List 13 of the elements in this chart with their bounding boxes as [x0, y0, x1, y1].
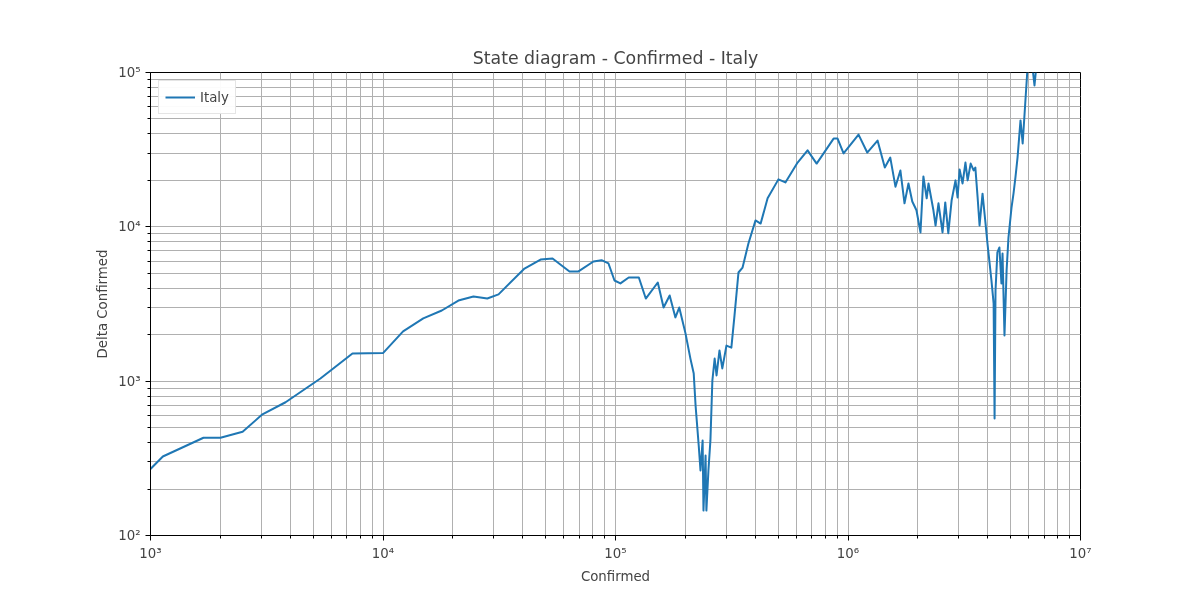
- x-tick-label: 10⁵: [604, 545, 627, 561]
- y-tick-label: 10³: [118, 373, 141, 389]
- y-tick-label: 10⁴: [118, 219, 141, 235]
- y-tick-label: 10²: [118, 528, 141, 543]
- x-axis-title: Confirmed: [580, 568, 651, 584]
- x-tick-label: 10⁶: [836, 545, 860, 561]
- chart-title: State diagram - Confirmed - Italy: [472, 47, 759, 68]
- x-tick-label: 10³: [139, 545, 162, 561]
- x-tick-label: 10⁴: [371, 545, 395, 561]
- x-tick-label: 10⁷: [1069, 545, 1092, 561]
- y-axis-title: Delta Confirmed: [95, 249, 111, 359]
- y-tick-label: 10⁵: [118, 65, 141, 80]
- legend-label: Italy: [200, 89, 229, 105]
